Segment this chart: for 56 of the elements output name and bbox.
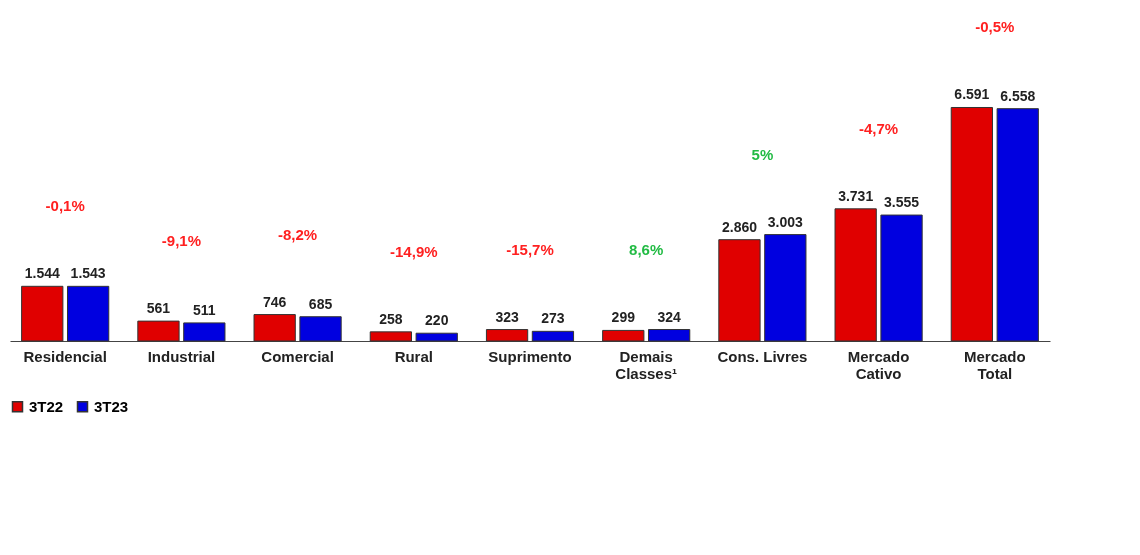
bar <box>602 329 645 342</box>
annotation: -15,7% <box>506 240 554 258</box>
data-label: 1.543 <box>70 265 106 282</box>
bar <box>834 208 877 342</box>
x-tick-label: Comercial <box>261 347 334 365</box>
data-label: 258 <box>379 310 403 327</box>
annotation: 5% <box>751 145 774 163</box>
bar <box>996 108 1039 342</box>
bar <box>531 330 575 342</box>
bar <box>718 239 761 342</box>
data-label: 324 <box>657 308 682 325</box>
annotation: -0,1% <box>45 197 85 215</box>
data-label: 220 <box>425 312 449 329</box>
x-tick-label: Rural <box>394 347 433 365</box>
data-label: 1.544 <box>24 265 60 282</box>
annotation: -14,9% <box>390 242 438 260</box>
bar <box>485 329 529 342</box>
x-tick-label: Suprimento <box>488 347 572 365</box>
annotation: -4,7% <box>859 119 899 137</box>
data-label: 2.860 <box>721 218 758 235</box>
data-label: 3.731 <box>838 187 874 204</box>
bar <box>299 316 342 342</box>
x-tick-label: Cons. Livres <box>717 347 808 365</box>
bar <box>764 234 807 342</box>
x-tick-label: Demais Classes¹ <box>615 347 678 382</box>
annotation: -9,1% <box>161 232 201 250</box>
annotation: 8,6% <box>629 240 664 258</box>
data-label: 6.591 <box>954 86 990 103</box>
data-label: 746 <box>262 293 287 310</box>
bar <box>647 329 691 342</box>
legend-label: 3T22 <box>29 397 64 415</box>
bar <box>21 285 64 342</box>
data-label: 6.558 <box>1000 87 1036 104</box>
bar <box>183 322 226 342</box>
data-label: 3.555 <box>884 194 920 211</box>
legend-label: 3T23 <box>94 397 129 415</box>
bar <box>880 214 923 342</box>
data-label: 561 <box>146 300 171 317</box>
data-label: 511 <box>193 301 216 318</box>
data-label: 685 <box>308 295 333 312</box>
bar <box>253 314 296 342</box>
x-tick-label: Mercado Cativo <box>847 347 910 382</box>
data-label: 299 <box>611 309 636 326</box>
x-tick-label: Mercado Total <box>963 347 1026 382</box>
x-tick-label: Industrial <box>147 347 216 365</box>
data-label: 273 <box>541 310 565 327</box>
bar <box>66 285 110 342</box>
bar <box>950 106 994 342</box>
data-label: 3.003 <box>767 213 804 230</box>
x-tick-label: Residencial <box>23 347 107 365</box>
annotation: -8,2% <box>278 225 318 243</box>
bar <box>415 332 458 342</box>
text: -0,5% <box>975 18 1015 36</box>
bar <box>137 320 180 342</box>
bar <box>369 331 413 342</box>
data-label: 323 <box>495 308 519 325</box>
